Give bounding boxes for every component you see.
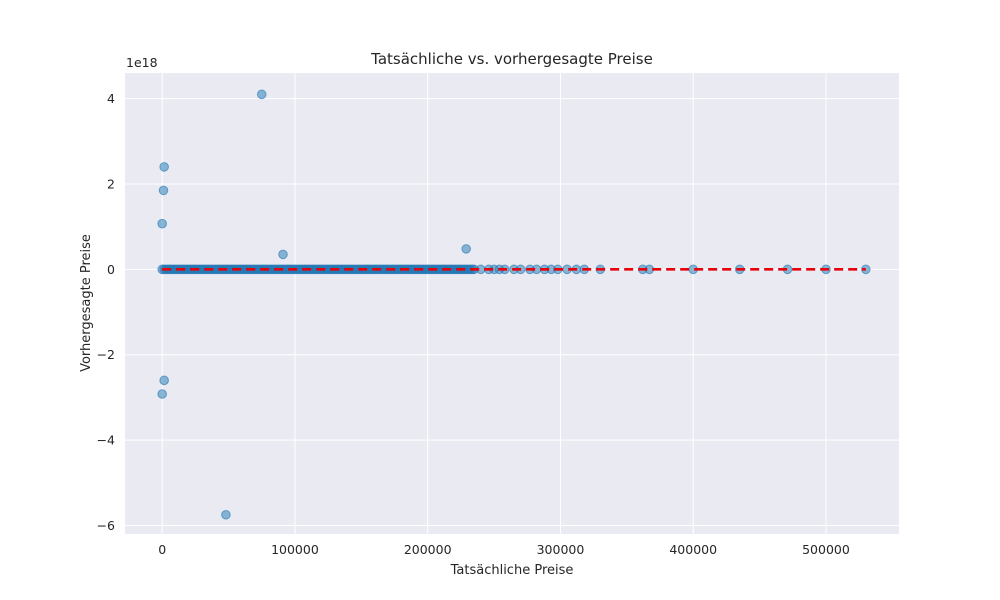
x-tick-label: 100000: [271, 542, 319, 557]
y-axis-label: Vorhergesagte Preise: [79, 234, 94, 372]
x-tick-label: 0: [158, 542, 166, 557]
y-axis-ticks: −6 −4 −2 0 2 4: [97, 91, 115, 533]
x-axis-ticks: 0 100000 200000 300000 400000 500000: [158, 542, 850, 557]
data-point: [278, 249, 288, 260]
data-point: [221, 509, 231, 520]
y-tick-label: 4: [107, 91, 115, 106]
x-tick-label: 400000: [669, 542, 717, 557]
plot-area: [125, 73, 899, 534]
y-tick-label: −6: [97, 518, 115, 533]
data-point: [157, 218, 167, 229]
y-tick-label: −2: [97, 347, 115, 362]
x-tick-label: 200000: [404, 542, 452, 557]
data-point: [158, 185, 169, 196]
data-point: [861, 264, 871, 275]
y-offset-label: 1e18: [126, 55, 158, 70]
x-tick-label: 500000: [802, 542, 850, 557]
data-point: [256, 89, 267, 100]
x-axis-label: Tatsächliche Preise: [450, 563, 574, 578]
x-tick-label: 300000: [537, 542, 585, 557]
data-point: [461, 244, 471, 254]
y-tick-label: 0: [107, 262, 115, 277]
data-point: [157, 389, 167, 399]
y-tick-label: −4: [97, 433, 115, 448]
y-tick-label: 2: [107, 176, 115, 191]
data-point: [159, 162, 169, 172]
data-point: [159, 375, 169, 386]
chart-title: Tatsächliche vs. vorhergesagte Preise: [370, 50, 653, 68]
